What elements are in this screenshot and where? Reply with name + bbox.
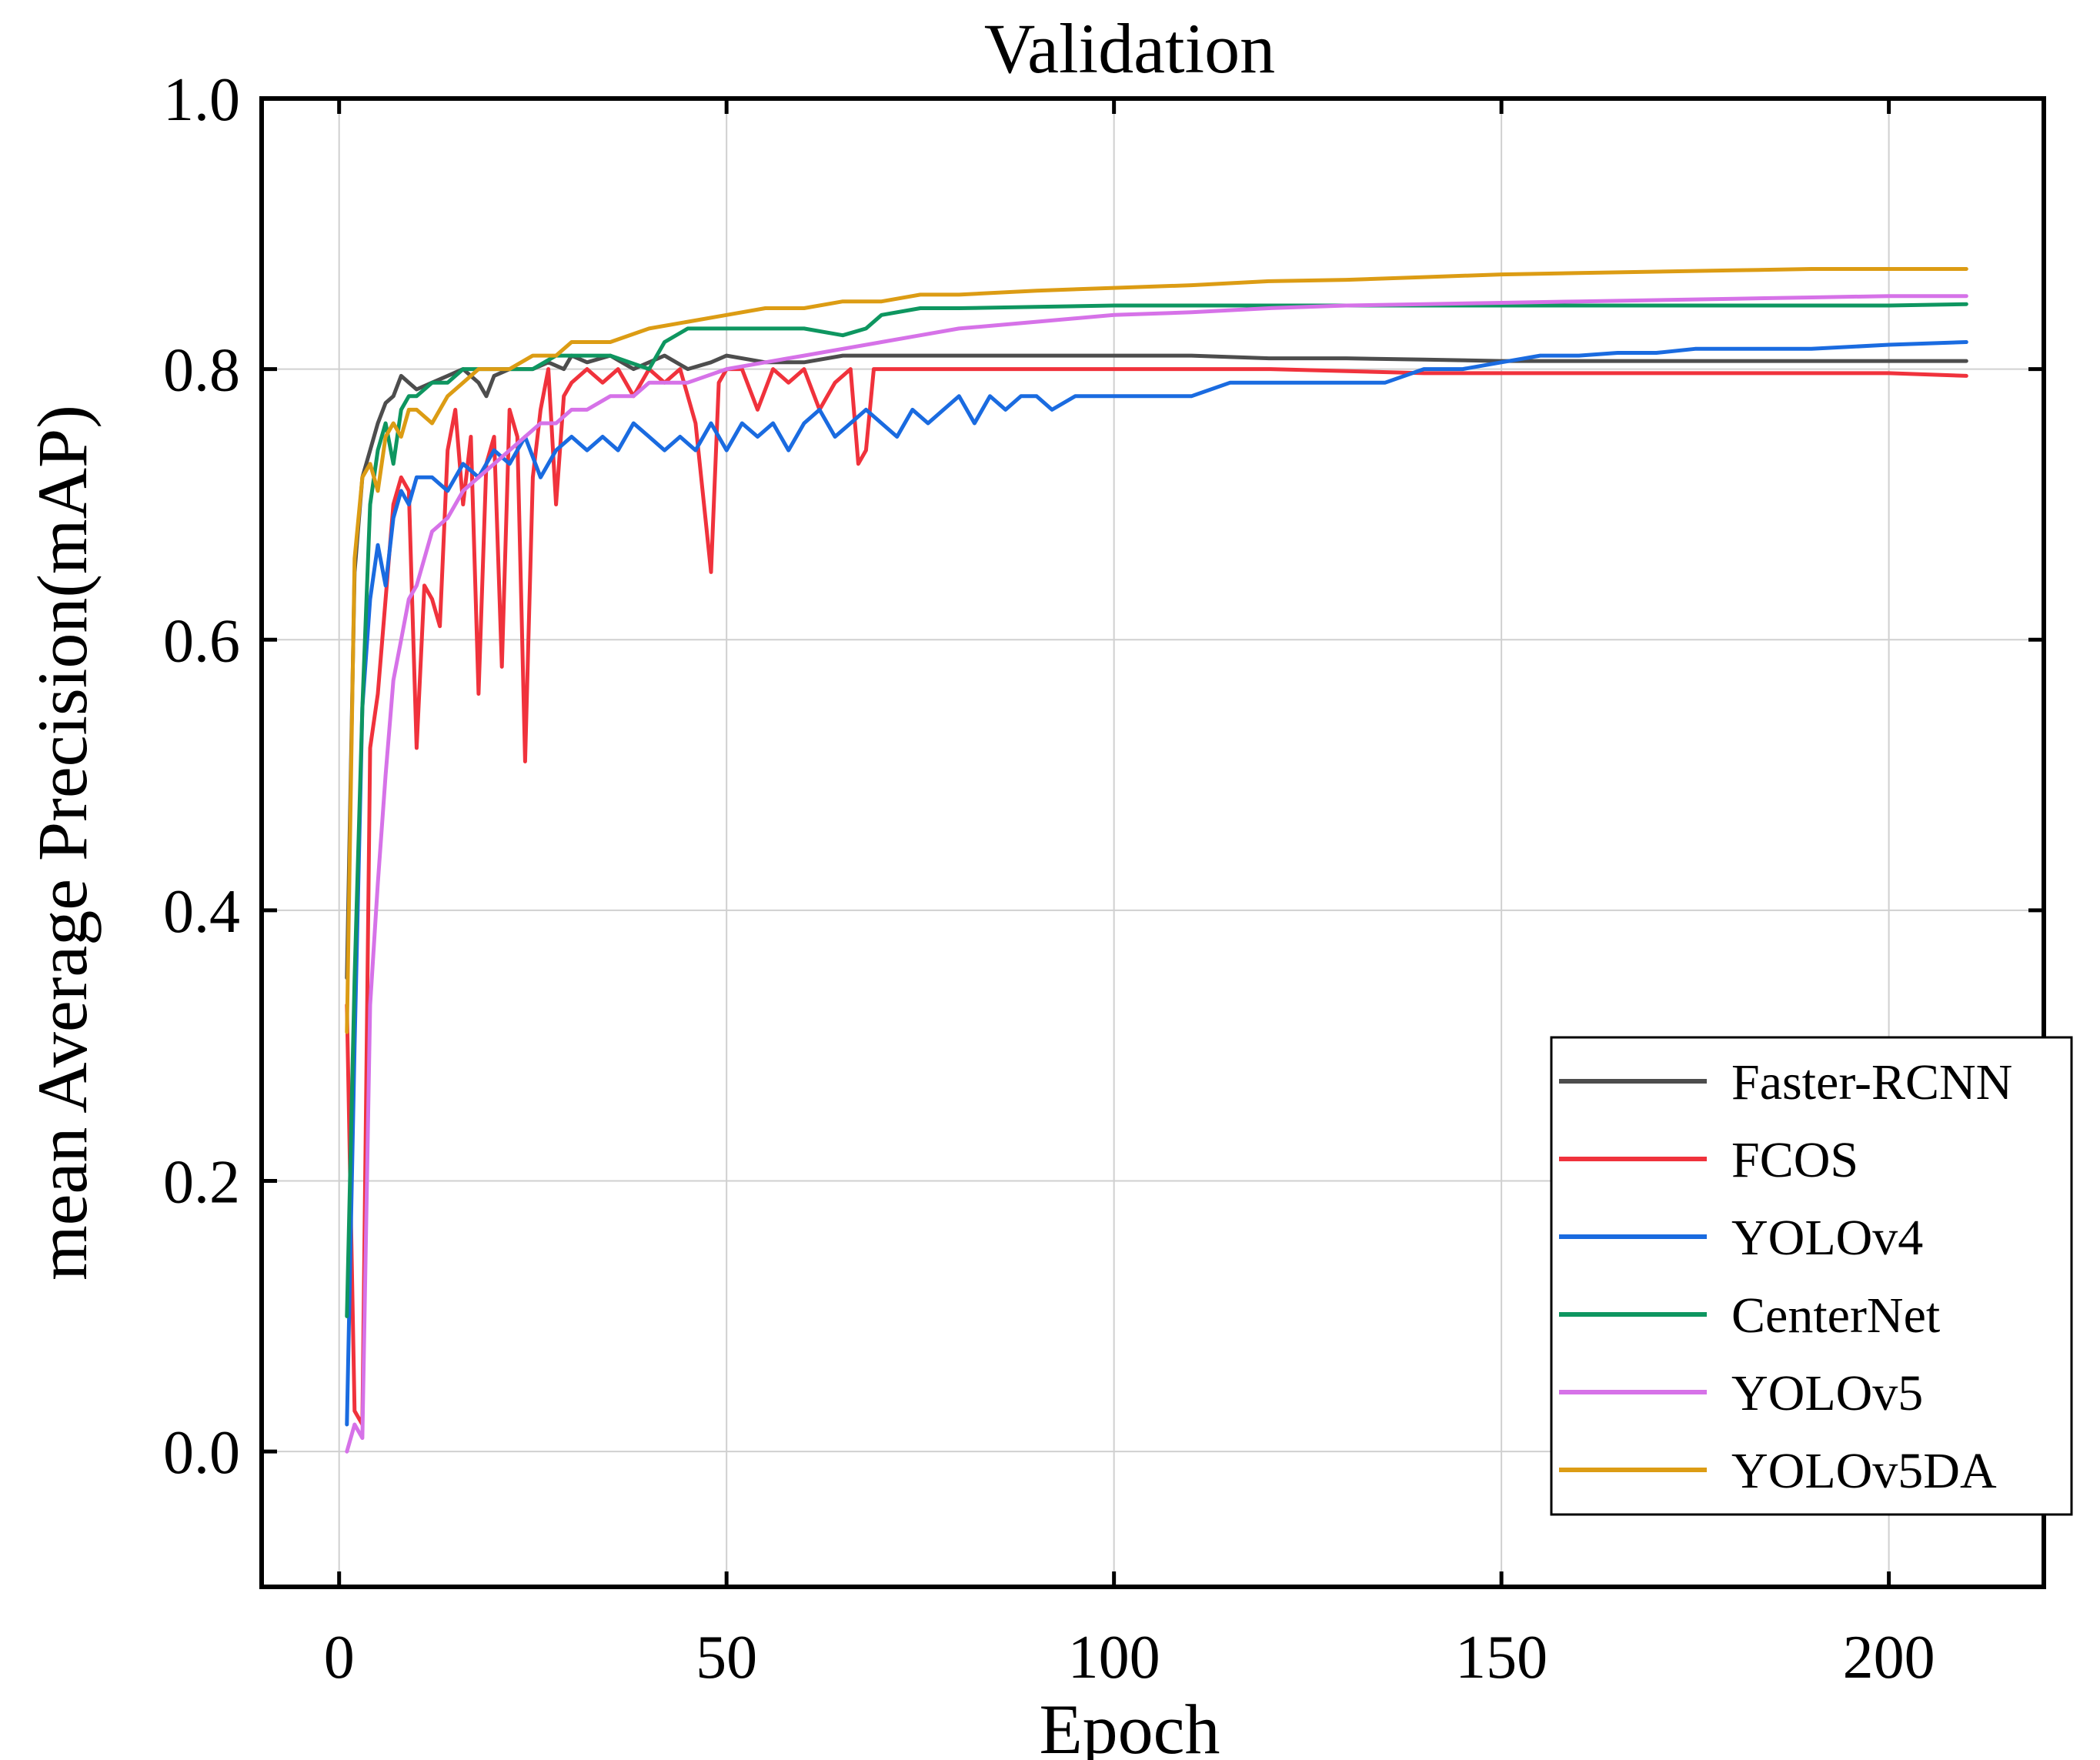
x-tick-label: 100	[1068, 1624, 1160, 1692]
legend-label-yolov5: YOLOv5	[1731, 1365, 1923, 1421]
x-tick-label: 200	[1843, 1624, 1935, 1692]
legend-box	[1550, 1036, 2073, 1516]
y-tick-label: 0.4	[163, 878, 240, 946]
plot-frame	[259, 96, 2046, 1589]
y-axis-label: mean Average Precision(mAP)	[23, 405, 102, 1281]
x-axis-label: Epoch	[1039, 1690, 1220, 1760]
legend: Faster-RCNN FCOS YOLOv4 CenterNet YOLOv5 YOLO…	[1550, 1036, 2073, 1516]
legend-label-yolov5da: YOLOv5DA	[1731, 1443, 1997, 1499]
series-line-yolov5da	[345, 267, 1968, 1034]
legend-label-centernet: CenterNet	[1731, 1287, 1940, 1344]
x-tick-label: 50	[696, 1624, 757, 1692]
y-tick-label: 1.0	[163, 66, 240, 134]
legend-label-yolov4: YOLOv4	[1731, 1210, 1923, 1266]
y-tick-label: 0.6	[163, 607, 240, 675]
plot-series	[345, 267, 1968, 1454]
axis-ticks: 0 50 100 150 200 0.0 0.2 0.4 0.6 0.8 1.0	[163, 66, 2044, 1692]
series-line-yolov5	[345, 294, 1968, 1454]
chart-title: Validation	[984, 9, 1275, 88]
y-tick-label: 0.0	[163, 1419, 240, 1487]
x-tick-label: 150	[1455, 1624, 1547, 1692]
series-line-yolov4	[345, 340, 1968, 1427]
y-tick-label: 0.8	[163, 337, 240, 405]
legend-label-fcos: FCOS	[1731, 1132, 1858, 1188]
series-line-fcos	[345, 367, 1968, 1427]
legend-label-faster-rcnn: Faster-RCNN	[1731, 1054, 2012, 1110]
y-tick-label: 0.2	[163, 1149, 240, 1217]
x-tick-label: 0	[324, 1624, 355, 1692]
